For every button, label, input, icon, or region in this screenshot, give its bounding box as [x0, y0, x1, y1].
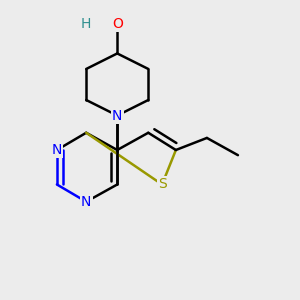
- Text: S: S: [158, 178, 167, 191]
- Text: O: O: [112, 17, 123, 31]
- Text: N: N: [52, 143, 62, 157]
- Text: N: N: [112, 109, 122, 122]
- Text: N: N: [81, 195, 92, 209]
- Text: H: H: [81, 17, 92, 31]
